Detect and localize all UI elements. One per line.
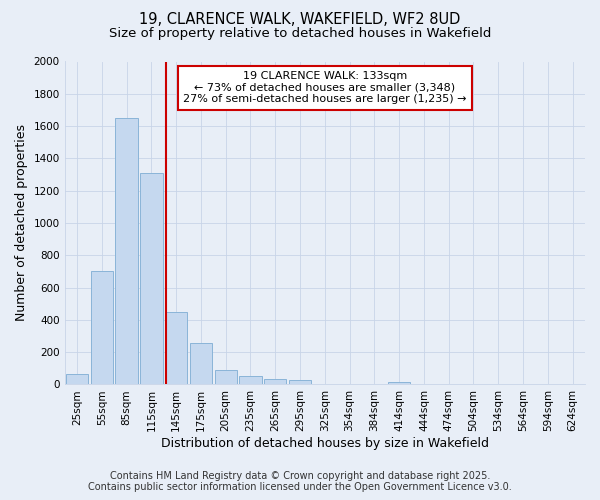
- Text: 19, CLARENCE WALK, WAKEFIELD, WF2 8UD: 19, CLARENCE WALK, WAKEFIELD, WF2 8UD: [139, 12, 461, 28]
- Bar: [388, 382, 410, 384]
- Bar: [264, 379, 286, 384]
- Text: Size of property relative to detached houses in Wakefield: Size of property relative to detached ho…: [109, 28, 491, 40]
- Bar: [140, 173, 163, 384]
- Bar: [239, 376, 262, 384]
- Y-axis label: Number of detached properties: Number of detached properties: [15, 124, 28, 322]
- X-axis label: Distribution of detached houses by size in Wakefield: Distribution of detached houses by size …: [161, 437, 489, 450]
- Text: Contains HM Land Registry data © Crown copyright and database right 2025.
Contai: Contains HM Land Registry data © Crown c…: [88, 471, 512, 492]
- Bar: [66, 374, 88, 384]
- Bar: [115, 118, 138, 384]
- Bar: [289, 380, 311, 384]
- Bar: [190, 344, 212, 384]
- Bar: [165, 312, 187, 384]
- Bar: [91, 272, 113, 384]
- Bar: [215, 370, 237, 384]
- Text: 19 CLARENCE WALK: 133sqm
← 73% of detached houses are smaller (3,348)
27% of sem: 19 CLARENCE WALK: 133sqm ← 73% of detach…: [183, 71, 467, 104]
